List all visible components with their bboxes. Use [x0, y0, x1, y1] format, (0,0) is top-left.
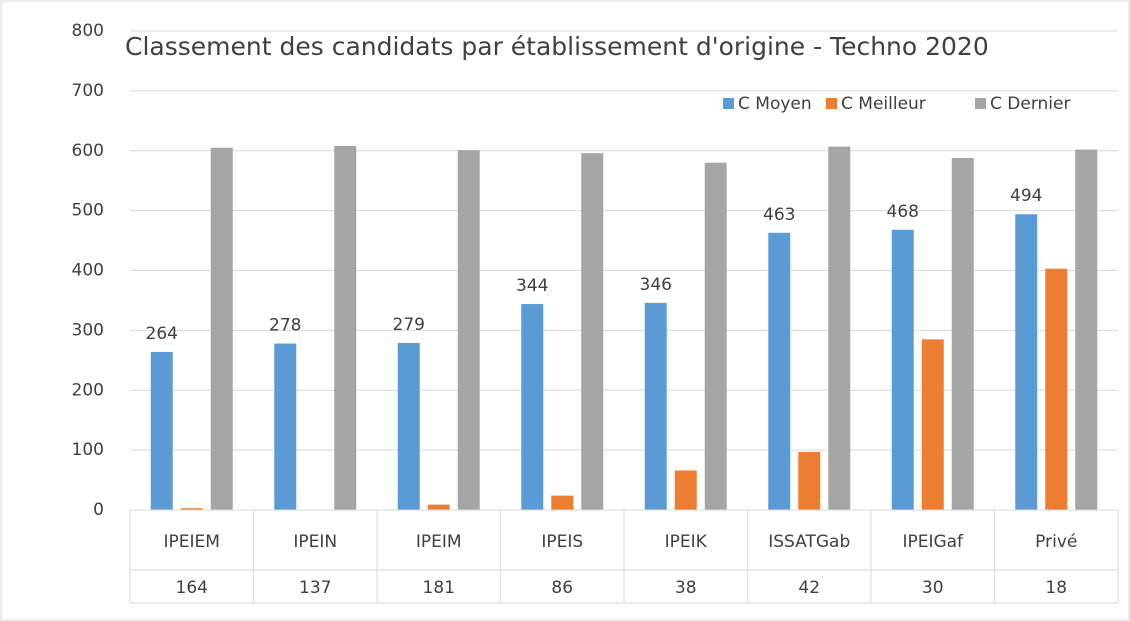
data-label: 494 [1010, 186, 1042, 206]
y-tick-label: 600 [72, 141, 104, 161]
x-tick-count: 86 [551, 578, 573, 598]
bar [674, 470, 697, 510]
y-tick-label: 800 [72, 21, 104, 41]
data-label: 463 [763, 205, 795, 225]
bar [704, 162, 727, 510]
bar [768, 232, 791, 510]
bar [150, 351, 173, 510]
data-label: 264 [146, 324, 178, 344]
bar [334, 145, 357, 510]
x-tick-count: 181 [423, 578, 455, 598]
bar [828, 146, 851, 510]
x-tick-count: 18 [1045, 578, 1067, 598]
x-tick-label: IPEIS [541, 532, 583, 552]
bar [210, 147, 233, 510]
x-tick-count: 137 [299, 578, 331, 598]
bar [521, 304, 544, 510]
x-tick-label: IPEIM [416, 532, 462, 552]
y-tick-label: 200 [72, 380, 104, 400]
bar [274, 343, 297, 510]
bar [1075, 149, 1098, 511]
bar [644, 302, 667, 510]
legend-swatch [826, 98, 837, 109]
legend-label: C Moyen [738, 94, 812, 114]
bar [798, 451, 821, 510]
bar [1045, 268, 1068, 510]
bar [1015, 214, 1038, 510]
x-tick-count: 38 [675, 578, 697, 598]
legend-swatch [723, 98, 734, 109]
data-label: 346 [640, 275, 672, 295]
data-label: 468 [887, 202, 919, 222]
bar [457, 150, 480, 510]
y-tick-label: 400 [72, 261, 104, 281]
x-tick-label: IPEIGaf [902, 532, 964, 552]
y-tick-label: 500 [72, 201, 104, 221]
data-label: 344 [516, 276, 548, 296]
legend-label: C Meilleur [841, 94, 926, 114]
x-tick-count: 30 [922, 578, 944, 598]
bar [551, 495, 574, 510]
x-tick-label: IPEIEM [164, 532, 220, 552]
y-tick-label: 700 [72, 81, 104, 101]
x-tick-label: ISSATGab [768, 532, 850, 552]
bar [427, 504, 450, 510]
data-label: 279 [393, 315, 425, 335]
chart-title: Classement des candidats par établisseme… [125, 32, 989, 61]
legend-label: C Dernier [990, 94, 1070, 114]
bar [891, 229, 914, 510]
x-tick-count: 42 [798, 578, 820, 598]
x-tick-label: IPEIK [665, 532, 708, 552]
x-tick-label: IPEIN [293, 532, 337, 552]
y-tick-label: 300 [72, 320, 104, 340]
bar [951, 157, 974, 510]
bar [180, 508, 203, 510]
bar [397, 342, 420, 510]
bar [921, 339, 944, 510]
y-tick-label: 0 [93, 500, 104, 520]
y-tick-label: 100 [72, 440, 104, 460]
x-tick-count: 164 [176, 578, 208, 598]
legend-swatch [975, 98, 986, 109]
bar [581, 153, 604, 510]
data-label: 278 [269, 316, 301, 336]
x-tick-label: Privé [1035, 532, 1077, 552]
